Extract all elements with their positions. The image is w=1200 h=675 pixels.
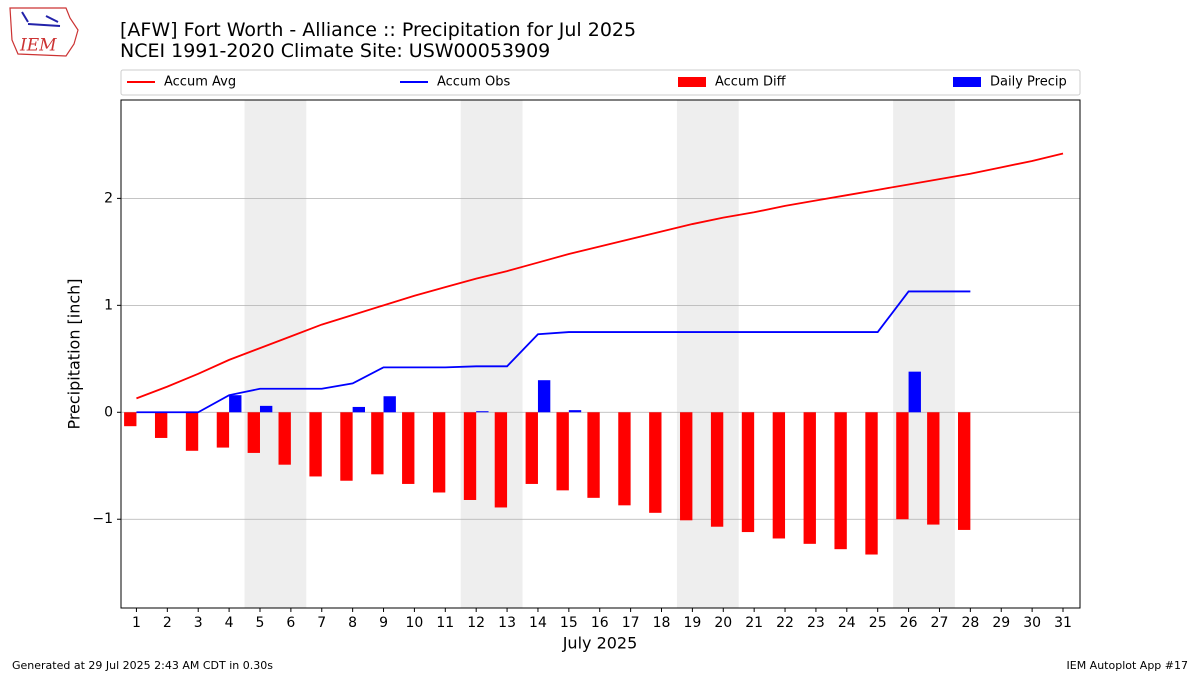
x-axis-label: July 2025: [562, 634, 638, 653]
x-tick-label: 20: [714, 615, 732, 631]
bar: [865, 412, 878, 555]
x-tick-label: 11: [436, 615, 454, 631]
line: [136, 152, 1064, 400]
y-tick-label: 2: [104, 190, 113, 206]
bar: [463, 412, 477, 500]
x-tick-label: 25: [869, 615, 887, 631]
x-tick-label: 15: [560, 615, 578, 631]
legend-label: Daily Precip: [990, 75, 1067, 90]
bar: [908, 371, 921, 413]
bar: [216, 412, 230, 448]
plot-frame: [120, 99, 1081, 609]
bar: [958, 412, 971, 530]
bar: [896, 412, 909, 520]
bar: [494, 412, 508, 508]
bar: [383, 396, 396, 413]
x-tick-label: 12: [467, 615, 485, 631]
y-tick-label: 0: [104, 404, 113, 420]
bar: [680, 412, 693, 521]
bar: [124, 412, 137, 427]
x-tick-label: 26: [900, 615, 918, 631]
weekend-shade: [460, 100, 523, 608]
x-tick-label: 29: [992, 615, 1010, 631]
weekend-shade: [244, 100, 307, 608]
x-tick-label: 5: [256, 615, 265, 631]
line: [136, 290, 971, 414]
x-tick-label: 9: [379, 615, 388, 631]
x-tick-label: 4: [225, 615, 234, 631]
bar: [185, 412, 199, 451]
legend-label: Accum Obs: [437, 75, 510, 90]
x-tick-label: 28: [961, 615, 979, 631]
bar: [568, 410, 582, 413]
legend-box: [120, 69, 1081, 96]
logo: IEM: [9, 7, 79, 57]
x-tick-label: 17: [622, 615, 640, 631]
x-tick-label: 22: [776, 615, 794, 631]
bar: [587, 412, 600, 498]
bar: [772, 412, 786, 539]
bar: [371, 412, 384, 475]
y-tick-label: −1: [92, 511, 113, 527]
bar: [537, 380, 551, 413]
x-tick-label: 23: [807, 615, 825, 631]
x-tick-label: 30: [1023, 615, 1041, 631]
y-axis-label: Precipitation [inch]: [65, 278, 84, 429]
bar: [649, 412, 662, 513]
weekend-shade: [893, 100, 955, 608]
bar: [710, 412, 724, 527]
bar: [476, 411, 489, 413]
x-tick-label: 16: [591, 615, 609, 631]
x-tick-label: 1: [132, 615, 141, 631]
chart-title: [AFW] Fort Worth - Alliance :: Precipita…: [120, 19, 636, 41]
x-tick-label: 31: [1054, 615, 1072, 631]
x-tick-label: 13: [498, 615, 516, 631]
legend-swatch: [953, 77, 981, 87]
bar: [618, 412, 631, 506]
bar: [154, 412, 168, 438]
bar: [556, 412, 569, 491]
x-tick-label: 10: [405, 615, 423, 631]
bar: [432, 412, 446, 493]
x-tick-label: 7: [317, 615, 326, 631]
bar: [278, 412, 291, 465]
x-tick-label: 14: [529, 615, 547, 631]
logo-text: IEM: [19, 36, 57, 56]
legend-swatch: [678, 77, 706, 87]
footer-left: Generated at 29 Jul 2025 2:43 AM CDT in …: [12, 659, 273, 672]
x-tick-label: 21: [745, 615, 763, 631]
bar: [803, 412, 816, 544]
legend-label: Accum Diff: [715, 75, 787, 90]
x-tick-label: 18: [653, 615, 671, 631]
bar: [741, 412, 755, 533]
bar: [927, 412, 940, 525]
x-tick-label: 8: [348, 615, 357, 631]
chart-subtitle: NCEI 1991-2020 Climate Site: USW00053909: [120, 40, 550, 62]
bar: [352, 406, 365, 413]
x-tick-label: 2: [163, 615, 172, 631]
bar: [340, 412, 353, 481]
x-tick-label: 19: [683, 615, 701, 631]
bar: [402, 412, 415, 484]
bar: [247, 412, 260, 453]
bar: [229, 395, 242, 413]
weekend-shade: [676, 100, 739, 608]
bar: [525, 412, 538, 484]
x-tick-label: 27: [931, 615, 949, 631]
bar: [309, 412, 322, 477]
legend-label: Accum Avg: [164, 75, 236, 90]
x-tick-label: 24: [838, 615, 856, 631]
x-tick-label: 6: [286, 615, 295, 631]
x-tick-label: 3: [194, 615, 203, 631]
footer-right: IEM Autoplot App #17: [1067, 659, 1189, 672]
bar: [259, 405, 273, 413]
bar: [834, 412, 847, 550]
y-tick-label: 1: [104, 297, 113, 313]
